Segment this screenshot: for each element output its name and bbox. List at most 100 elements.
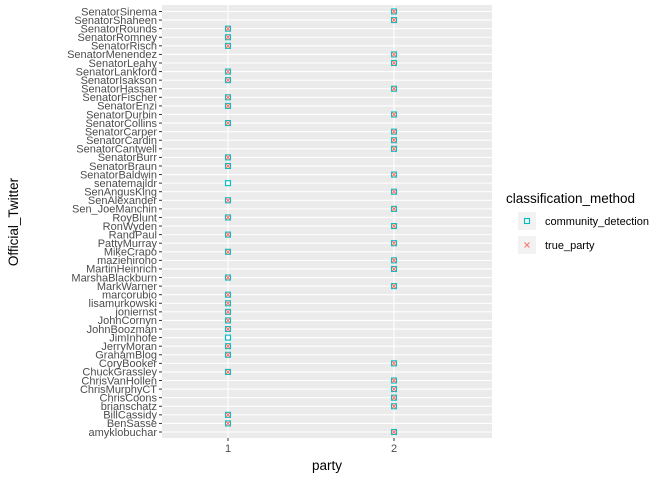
y-tick-label-corybooker: CoryBooker: [99, 358, 157, 370]
point-community-detection-senatorrisch: [224, 42, 232, 49]
y-tick-label-senatordurbin: SenatorDurbin: [86, 109, 157, 121]
y-tick-label-senatormenendez: SenatorMenendez: [67, 49, 157, 61]
grid-lines: [162, 5, 492, 438]
point-community-detection-senatorshaheen: [390, 17, 398, 24]
y-tick-label-senatorburr: SenatorBurr: [98, 152, 158, 164]
point-community-detection-randpaul: [224, 231, 232, 238]
y-tick-label-royblunt: RoyBlunt: [112, 212, 157, 224]
x-axis-title: party: [312, 458, 342, 473]
point-community-detection-grahamblog: [224, 351, 232, 358]
legend: classification_method community_detectio…: [506, 191, 649, 254]
point-community-detection-senatorbraun: [224, 162, 232, 170]
point-community-detection-marcorubio: [224, 291, 232, 298]
y-tick-label-billcassidy: BillCassidy: [103, 410, 157, 422]
y-tick-label-senatorhassan: SenatorHassan: [81, 84, 157, 96]
y-tick-label-senatorfischer: SenatorFischer: [82, 92, 157, 104]
y-tick-label-lisamurkowski: lisamurkowski: [89, 298, 157, 310]
y-tick-label-chrismurphyct: ChrisMurphyCT: [80, 384, 157, 396]
point-true-party-chuckgrassley: [225, 369, 231, 375]
point-true-party-martinheinrich: [391, 266, 397, 272]
point-community-detection-joniernst: [224, 308, 232, 315]
point-community-detection-senatemajldr: [224, 180, 232, 187]
point-true-party-grahamblog: [225, 352, 231, 358]
y-tick-label-marshablackburn: MarshaBlackburn: [71, 272, 157, 284]
y-tick-label-markwarner: MarkWarner: [97, 281, 157, 293]
point-community-detection-billcassidy: [224, 411, 232, 418]
point-community-detection-sen-joemanchin: [390, 205, 398, 212]
point-community-detection-senatormenendez: [390, 51, 398, 58]
point-community-detection-senatorisakson: [224, 77, 232, 84]
y-tick-label-senatorbraun: SenatorBraun: [89, 161, 157, 173]
legend-title: classification_method: [506, 191, 635, 206]
y-tick-label-joniernst: joniernst: [114, 307, 157, 319]
point-true-party-senatorbaldwin: [391, 171, 397, 178]
point-community-detection-senalexander: [224, 197, 232, 204]
legend-label-true-party: true_party: [545, 240, 595, 252]
point-community-detection-senangusking: [390, 188, 398, 195]
y-tick-label-marcorubio: marcorubio: [102, 289, 157, 301]
y-tick-label-maziehirono: maziehirono: [97, 255, 157, 267]
y-tick-label-senatorcarper: SenatorCarper: [85, 126, 157, 138]
y-tick-label-senatorsinema: SenatorSinema: [81, 6, 158, 18]
point-true-party-randpaul: [225, 232, 231, 238]
y-tick-label-mikecrapo: MikeCrapo: [104, 247, 157, 259]
point-true-party-royblunt: [225, 214, 231, 221]
point-community-detection-jerrymoran: [224, 343, 232, 350]
y-tick-label-senatorromney: SenatorRomney: [78, 32, 158, 44]
point-true-party-jerrymoran: [225, 343, 231, 349]
y-tick-label-senatorcantwell: SenatorCantwell: [76, 144, 157, 156]
y-tick-label-bensasse: BenSasse: [107, 418, 157, 430]
y-tick-label-senalexander: SenAlexander: [88, 195, 157, 207]
point-true-party-senatorburr: [225, 154, 231, 160]
y-tick-label-chriscoons: ChrisCoons: [100, 392, 158, 404]
point-true-party-senatorcarper: [391, 129, 397, 135]
x-tick-label-2: 2: [391, 443, 397, 455]
point-true-party-johncornyn: [225, 317, 231, 324]
point-community-detection-senatorleahy: [390, 59, 398, 67]
point-community-detection-markwarner: [390, 283, 398, 290]
point-community-detection-senatorburr: [224, 154, 232, 161]
point-true-party-senatorromney: [225, 34, 231, 40]
point-community-detection-maziehirono: [390, 257, 398, 264]
data-points: [224, 8, 398, 436]
point-true-party-corybooker: [391, 360, 397, 366]
point-true-party-joniernst: [225, 309, 231, 315]
point-true-party-marcorubio: [225, 292, 231, 298]
point-true-party-senatorlankford: [225, 68, 231, 75]
y-tick-label-amyklobuchar: amyklobuchar: [89, 427, 158, 439]
point-true-party-pattymurray: [391, 240, 397, 246]
point-true-party-senatorrisch: [225, 43, 231, 49]
y-tick-label-senatorrisch: SenatorRisch: [91, 41, 157, 53]
point-community-detection-jiminhofe: [224, 334, 232, 341]
point-community-detection-brianschatz: [390, 403, 398, 410]
point-true-party-markwarner: [391, 283, 397, 289]
y-tick-label-jerrymoran: JerryMoran: [101, 341, 157, 353]
point-community-detection-amyklobuchar: [390, 428, 398, 436]
y-tick-label-senatorisakson: SenatorIsakson: [81, 75, 157, 87]
y-axis-title: Official_Twitter: [6, 177, 21, 266]
point-true-party-brianschatz: [391, 403, 397, 409]
point-true-party-senatormenendez: [391, 51, 397, 57]
y-tick-label-senatorcollins: SenatorCollins: [85, 118, 157, 130]
point-community-detection-senatorcarper: [390, 128, 398, 135]
point-community-detection-chuckgrassley: [224, 368, 232, 375]
point-true-party-senatorhassan: [391, 86, 397, 92]
point-true-party-senatorenzi: [225, 103, 231, 109]
y-tick-label-ronwyden: RonWyden: [103, 221, 157, 233]
y-tick-label-senatorlankford: SenatorLankford: [76, 66, 157, 78]
point-true-party-senatorcantwell: [391, 146, 397, 152]
point-community-detection-senatorcollins: [224, 120, 232, 127]
y-tick-label-johnboozman: JohnBoozman: [87, 324, 157, 336]
legend-marker-community-detection: [523, 217, 531, 225]
legend-label-community-detection: community_detection: [545, 216, 649, 228]
y-tick-label-senatorbaldwin: SenatorBaldwin: [80, 169, 157, 181]
y-tick-label-senatemajldr: senatemajldr: [94, 178, 157, 190]
point-true-party-johnboozman: [225, 326, 231, 332]
point-community-detection-lisamurkowski: [224, 300, 232, 307]
point-community-detection-chrismurphyct: [390, 386, 398, 393]
y-tick-label-johncornyn: JohnCornyn: [98, 315, 157, 327]
point-true-party-senalexander: [225, 197, 231, 203]
point-community-detection-ronwyden: [390, 222, 398, 230]
y-tick-label-senangusking: SenAngusKing: [84, 187, 157, 199]
